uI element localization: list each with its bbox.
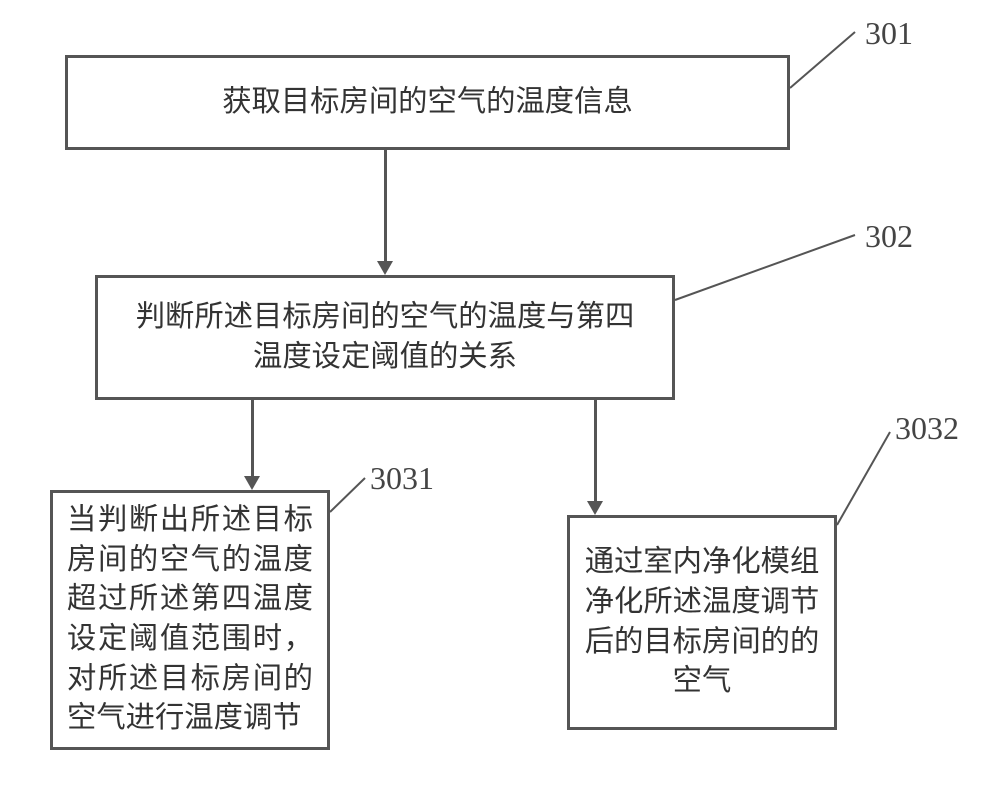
flow-label-3032: 3032 — [895, 410, 959, 447]
flow-node-3032-text: 通过室内净化模组净化所述温度调节后的目标房间的的空气 — [570, 535, 834, 709]
flow-label-301: 301 — [865, 15, 913, 52]
arrow-302-to-3032 — [594, 400, 597, 501]
arrow-302-to-3031 — [251, 400, 254, 476]
arrow-head-301-to-302 — [377, 261, 393, 275]
flow-label-3031: 3031 — [370, 460, 434, 497]
arrow-301-to-302 — [384, 150, 387, 261]
flow-node-301: 获取目标房间的空气的温度信息 — [65, 55, 790, 150]
arrow-head-302-to-3032 — [587, 501, 603, 515]
flow-node-3031-text: 当判断出所述目标房间的空气的温度超过所述第四温度设定阈值范围时，对所述目标房间的… — [53, 493, 327, 746]
flow-label-302: 302 — [865, 218, 913, 255]
arrow-head-302-to-3031 — [244, 476, 260, 490]
flow-node-302: 判断所述目标房间的空气的温度与第四温度设定阈值的关系 — [95, 275, 675, 400]
flow-node-3031: 当判断出所述目标房间的空气的温度超过所述第四温度设定阈值范围时，对所述目标房间的… — [50, 490, 330, 750]
flow-node-301-text: 获取目标房间的空气的温度信息 — [208, 75, 647, 131]
flow-node-3032: 通过室内净化模组净化所述温度调节后的目标房间的的空气 — [567, 515, 837, 730]
flowchart-canvas: 获取目标房间的空气的温度信息 301 判断所述目标房间的空气的温度与第四温度设定… — [0, 0, 1000, 812]
flow-node-302-text: 判断所述目标房间的空气的温度与第四温度设定阈值的关系 — [111, 290, 659, 385]
